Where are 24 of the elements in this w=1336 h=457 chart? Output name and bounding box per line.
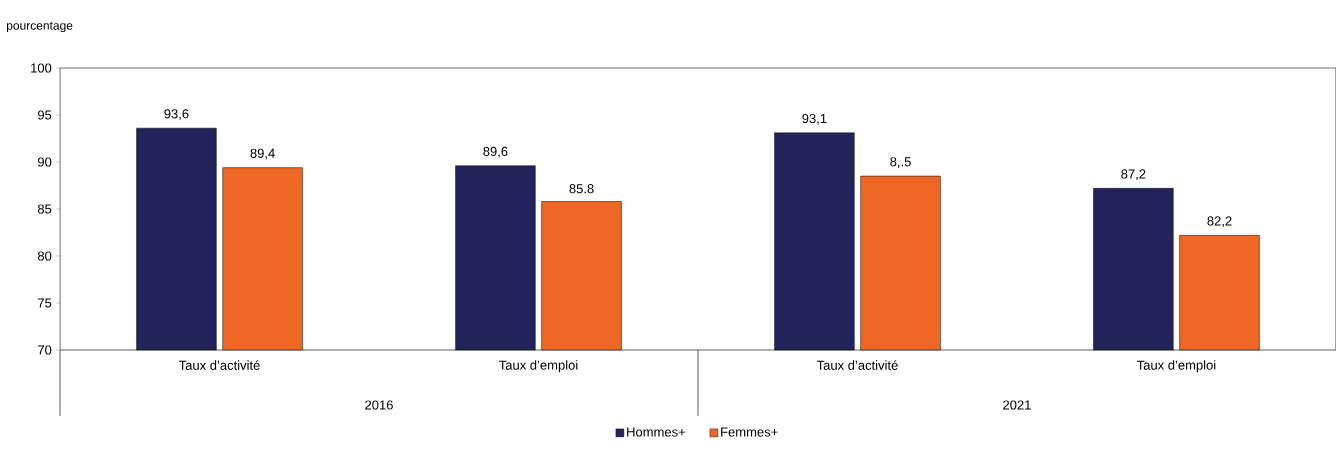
text: 2021: [1003, 400, 1031, 410]
x-tick-label: Taux d’activité: [178, 360, 260, 370]
data-label: 89,4: [250, 148, 275, 160]
x-tick-label: Taux d’emploi: [1137, 360, 1216, 373]
data-label: 89,6: [483, 146, 508, 158]
legend-label: Hommes+: [627, 427, 686, 437]
x-tick-label: Taux d’emploi: [499, 360, 578, 373]
y-axis-title: pourcentage: [6, 21, 73, 33]
y-tick-label: 70: [38, 345, 52, 355]
y-tick-label: 85: [37, 204, 52, 214]
data-label: 82,2: [1207, 216, 1232, 228]
x-tick-label: Taux d’activité: [816, 360, 898, 370]
y-tick-label: 80: [37, 251, 52, 261]
data-label: 93,1: [802, 113, 827, 125]
text: 2016: [365, 400, 393, 410]
data-label: 85.8: [569, 184, 594, 194]
y-tick-label: 75: [38, 298, 52, 308]
legend-label: Femmes+: [721, 427, 778, 437]
y-tick-label: 90: [37, 157, 52, 167]
data-label: 87,2: [1121, 169, 1146, 181]
data-label: 8,.5: [890, 157, 911, 168]
y-tick-label: 95: [37, 110, 52, 120]
data-label: 93,6: [164, 109, 189, 120]
y-tick-label: 100: [31, 63, 52, 73]
